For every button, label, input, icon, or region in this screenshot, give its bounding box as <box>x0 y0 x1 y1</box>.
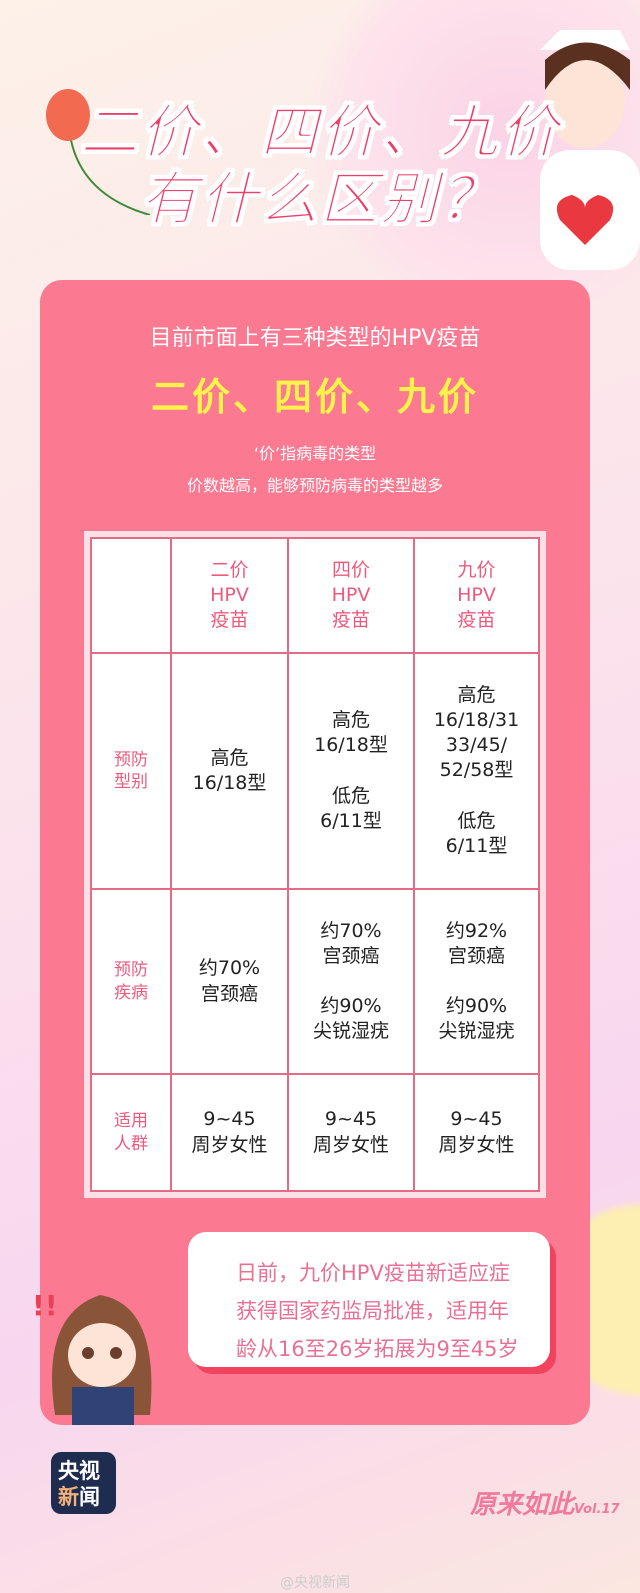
table-cell: 高危 16/18型 <box>170 652 289 890</box>
bubble-line: 日前，九价HPV疫苗新适应症 <box>236 1261 510 1285</box>
flower-icon <box>46 89 151 215</box>
table-cell: 高危 16/18型 低危 6/11型 <box>287 652 415 890</box>
logo-text: 新 <box>58 1485 79 1509</box>
brand-volume: Vol.17 <box>574 1502 620 1517</box>
nurse-illustration <box>540 30 640 270</box>
brand-text: 原来如此 <box>470 1490 575 1520</box>
bubble-line: 获得国家药监局批准，适用年 <box>236 1299 509 1323</box>
table-cell: 约70% 宫颈癌 约90% 尖锐湿疣 <box>287 888 415 1075</box>
row-label: 预防 疾病 <box>90 888 172 1075</box>
logo-text: 闻 <box>79 1485 100 1509</box>
title-line-1: 二价、四价、九价 <box>79 98 560 167</box>
header-empty <box>90 537 172 654</box>
table-row: 适用 人群 9~45 周岁女性 9~45 周岁女性 9~45 周岁女性 <box>90 1073 540 1192</box>
table-row: 预防 型别 高危 16/18型 高危 16/18型 低危 6/11型 高危 16… <box>90 652 540 890</box>
row-label: 适用 人群 <box>90 1073 172 1192</box>
table-cell: 高危 16/18/31 33/45/ 52/58型 低危 6/11型 <box>413 652 540 890</box>
logo-text: 央视 <box>58 1459 100 1483</box>
header-cell: 四价 HPV 疫苗 <box>287 537 415 654</box>
table-cell: 9~45 周岁女性 <box>287 1073 415 1192</box>
svg-text:!!: !! <box>32 1289 58 1322</box>
speech-bubble: 日前，九价HPV疫苗新适应症 获得国家药监局批准，适用年 龄从16至26岁拓展为… <box>188 1232 550 1367</box>
note-1: ‘价’指病毒的类型 <box>253 444 377 463</box>
comparison-table: 二价 HPV 疫苗 四价 HPV 疫苗 九价 HPV 疫苗 预防 型别 高危 1… <box>84 531 546 1198</box>
title-line-2: 有什么区别？ <box>139 165 500 234</box>
intro-text: 目前市面上有三种类型的HPV疫苗 <box>149 326 481 351</box>
table-cell: 约70% 宫颈癌 <box>170 888 289 1075</box>
note-2: 价数越高，能够预防病毒的类型越多 <box>186 476 443 495</box>
table-cell: 9~45 周岁女性 <box>413 1073 540 1192</box>
cctv-news-logo: 央视 新闻 <box>51 1452 116 1514</box>
table-cell: 9~45 周岁女性 <box>170 1073 289 1192</box>
row-label: 预防 型别 <box>90 652 172 890</box>
table-cell: 约92% 宫颈癌 约90% 尖锐湿疣 <box>413 888 540 1075</box>
bubble-line: 龄从16至26岁拓展为9至45岁 <box>236 1337 519 1361</box>
header-cell: 九价 HPV 疫苗 <box>413 537 540 654</box>
weibo-watermark: @央视新闻 <box>280 1575 350 1591</box>
table-header-row: 二价 HPV 疫苗 四价 HPV 疫苗 九价 HPV 疫苗 <box>90 537 540 654</box>
table-row: 预防 疾病 约70% 宫颈癌 约70% 宫颈癌 约90% 尖锐湿疣 约92% 宫… <box>90 888 540 1075</box>
vaccine-types: 二价、四价、九价 <box>150 375 479 419</box>
girl-illustration: !! <box>32 1289 152 1425</box>
content-card: 目前市面上有三种类型的HPV疫苗 二价、四价、九价 ‘价’指病毒的类型 价数越高… <box>40 280 590 1425</box>
header-cell: 二价 HPV 疫苗 <box>170 537 289 654</box>
series-brand: 原来如此Vol.17 <box>470 1484 630 1521</box>
